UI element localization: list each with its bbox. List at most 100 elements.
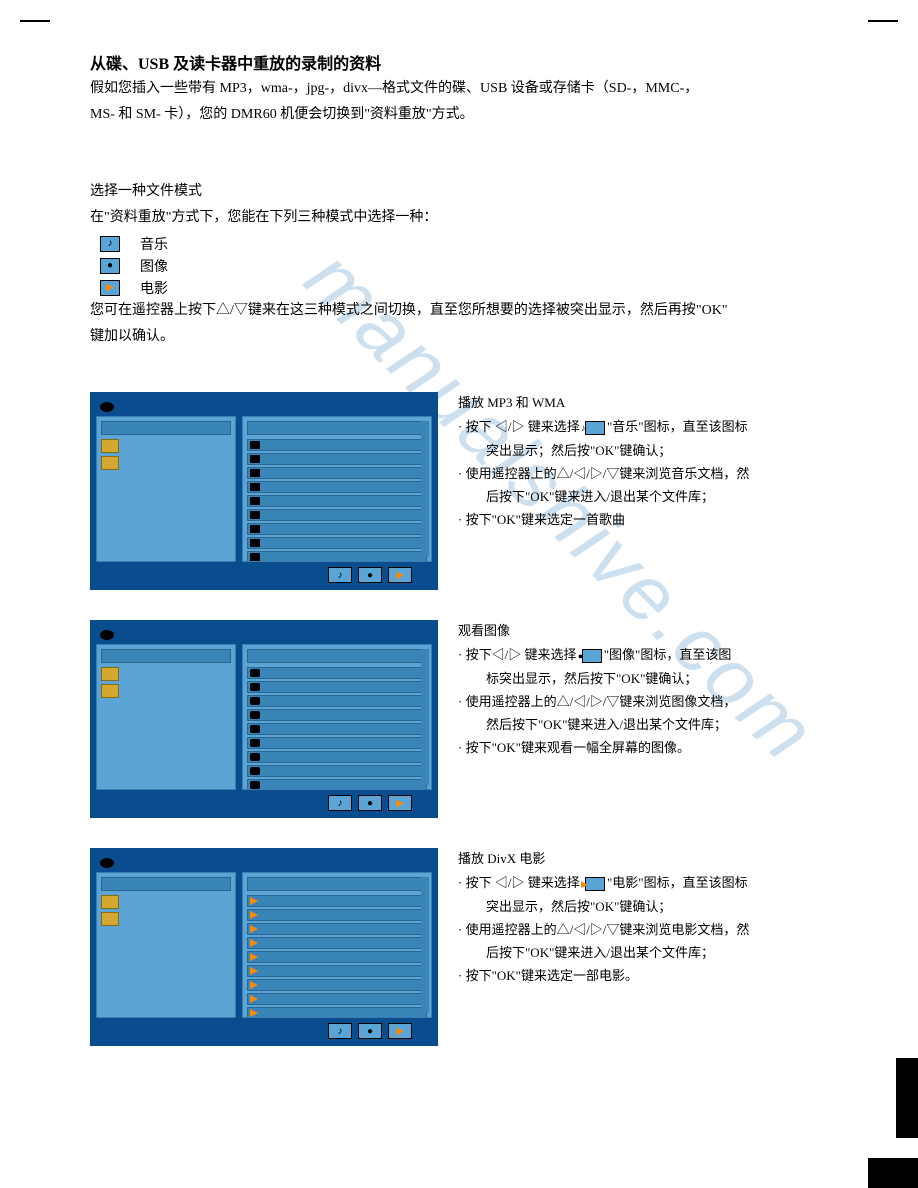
folder-column [96,872,236,1018]
disc-icon [100,402,114,412]
music-file-icon [250,497,260,505]
disc-icon [100,630,114,640]
text: · 按下 ◁/▷ 键来选择 [458,875,583,890]
intro-line: 假如您插入一些带有 MP3，wma-，jpg-，divx—格式文件的碟、USB … [90,78,828,100]
movie-file-icon [250,981,258,989]
disc-icon [100,858,114,868]
image-file-icon [250,753,260,761]
image-file-icon [250,711,260,719]
mp3-section: ♪ ● ▶ 播放 MP3 和 WMA · 按下 ◁/▷ 键来选择 ♪"音乐"图标… [90,392,828,590]
music-file-icon [250,441,260,449]
text: · 使用遥控器上的△/◁/▷/▽键来浏览音乐文档，然 [458,463,828,485]
filemode-outro: 您可在遥控器上按下△/▽键来在这三种模式之间切换，直至您所想要的选择被突出显示，… [90,300,828,322]
movie-file-icon [250,897,258,905]
music-tab-button: ♪ [328,795,352,811]
image-file-icon [250,683,260,691]
mode-row-image: ● 图像 [100,256,828,276]
movie-icon: ▶ [585,877,605,891]
movie-file-icon [250,953,258,961]
text: 突出显示，然后按"OK"键确认； [458,896,828,918]
music-icon: ♪ [585,421,605,435]
movie-file-icon [250,995,258,1003]
text: 后按下"OK"键来进入/退出某个文件库； [458,486,828,508]
folder-icon [101,895,119,909]
filemode-title: 选择一种文件模式 [90,181,828,203]
text: 突出显示；然后按"OK"键确认； [458,440,828,462]
mp3-title: 播放 MP3 和 WMA [458,392,828,414]
movie-tab-button: ▶ [388,1023,412,1039]
music-file-icon [250,511,260,519]
mp3-description: 播放 MP3 和 WMA · 按下 ◁/▷ 键来选择 ♪"音乐"图标，直至该图标… [458,392,828,532]
movie-file-icon [250,911,258,919]
divx-title: 播放 DivX 电影 [458,848,828,870]
text: · 使用遥控器上的△/◁/▷/▽键来浏览图像文档， [458,691,828,713]
movie-file-icon [250,939,258,947]
filemode-intro: 在"资料重放"方式下，您能在下列三种模式中选择一种： [90,207,828,229]
folder-column [96,644,236,790]
text: 标突出显示，然后按下"OK"键确认； [458,668,828,690]
folder-icon [101,912,119,926]
folder-icon [101,667,119,681]
text: · 按下"OK"键来选定一部电影。 [458,965,828,987]
image-icon: ● [100,258,120,274]
text: · 按下"OK"键来选定一首歌曲 [458,509,828,531]
text: · 使用遥控器上的△/◁/▷/▽键来浏览电影文档，然 [458,919,828,941]
divx-description: 播放 DivX 电影 · 按下 ◁/▷ 键来选择 ▶"电影"图标，直至该图标 突… [458,848,828,988]
movie-file-icon [250,925,258,933]
scrollbar [421,877,429,1013]
folder-icon [101,456,119,470]
folder-column [96,416,236,562]
image-tab-button: ● [358,795,382,811]
image-file-icon [250,725,260,733]
text: "电影"图标，直至该图标 [607,875,748,890]
mode-label: 图像 [140,256,168,276]
folder-icon [101,684,119,698]
file-column [242,644,432,790]
music-file-icon [250,483,260,491]
music-tab-button: ♪ [328,567,352,583]
divx-ui-panel: ♪ ● ▶ [90,848,438,1046]
image-ui-panel: ♪ ● ▶ [90,620,438,818]
mode-label: 电影 [140,278,168,298]
music-file-icon [250,539,260,547]
mode-label: 音乐 [140,234,168,254]
scrollbar [421,649,429,785]
image-section: ♪ ● ▶ 观看图像 · 按下◁/▷ 键来选择 ●"图像"图标，直至该图 标突出… [90,620,828,818]
movie-file-icon [250,967,258,975]
movie-tab-button: ▶ [388,795,412,811]
image-description: 观看图像 · 按下◁/▷ 键来选择 ●"图像"图标，直至该图 标突出显示，然后按… [458,620,828,760]
page-corner [868,1158,918,1188]
filemode-outro: 键加以确认。 [90,326,828,348]
music-file-icon [250,469,260,477]
movie-file-icon [250,1009,258,1017]
image-title: 观看图像 [458,620,828,642]
file-column [242,872,432,1018]
text: 后按下"OK"键来进入/退出某个文件库； [458,942,828,964]
image-tab-button: ● [358,567,382,583]
music-file-icon [250,553,260,561]
movie-tab-button: ▶ [388,567,412,583]
mode-row-movie: ▶ 电影 [100,278,828,298]
scrollbar [421,421,429,557]
text: "图像"图标，直至该图 [604,647,732,662]
text: "音乐"图标，直至该图标 [607,419,748,434]
music-icon: ♪ [100,236,120,252]
mp3-ui-panel: ♪ ● ▶ [90,392,438,590]
folder-icon [101,439,119,453]
movie-icon: ▶ [100,280,120,296]
image-file-icon [250,697,260,705]
divx-section: ♪ ● ▶ 播放 DivX 电影 · 按下 ◁/▷ 键来选择 ▶"电影"图标，直… [90,848,828,1046]
text: · 按下"OK"键来观看一幅全屏幕的图像。 [458,737,828,759]
music-tab-button: ♪ [328,1023,352,1039]
music-file-icon [250,525,260,533]
text: 然后按下"OK"键来进入/退出某个文件库； [458,714,828,736]
image-file-icon [250,781,260,789]
image-tab-button: ● [358,1023,382,1039]
image-file-icon [250,739,260,747]
text: · 按下◁/▷ 键来选择 [458,647,580,662]
music-file-icon [250,455,260,463]
image-icon: ● [582,649,602,663]
mode-row-music: ♪ 音乐 [100,234,828,254]
page-title: 从碟、USB 及读卡器中重放的录制的资料 [90,50,828,74]
image-file-icon [250,767,260,775]
